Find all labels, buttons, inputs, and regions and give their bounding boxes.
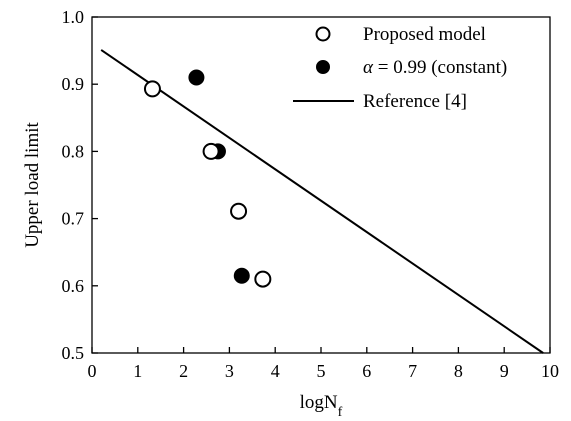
open-data-point <box>254 270 272 288</box>
x-tick-label: 6 <box>362 361 371 381</box>
y-tick-label: 0.7 <box>62 209 85 229</box>
y-axis-title: Upper load limit <box>22 121 43 247</box>
y-tick-label: 0.8 <box>62 141 85 161</box>
open-data-point <box>143 80 161 98</box>
filled-data-point <box>233 267 250 284</box>
x-tick-label: 4 <box>271 361 280 381</box>
y-tick-label: 0.6 <box>62 276 85 296</box>
x-tick-label: 0 <box>88 361 97 381</box>
x-tick-label: 1 <box>133 361 142 381</box>
x-tick-label: 5 <box>317 361 326 381</box>
y-tick-label: 0.9 <box>62 74 85 94</box>
legend-label-alpha-symbol: α <box>363 57 374 78</box>
y-axis: 0.5 0.6 0.7 0.8 0.9 1.0 <box>62 7 98 363</box>
legend-marker-filled-circle <box>316 60 330 74</box>
legend-label-alpha-constant: α = 0.99 (constant) <box>363 57 507 78</box>
legend-label-proposed-model: Proposed model <box>363 24 486 45</box>
x-tick-label: 3 <box>225 361 234 381</box>
plot-area <box>100 49 544 354</box>
y-tick-label: 1.0 <box>62 7 85 27</box>
x-tick-label: 7 <box>408 361 417 381</box>
x-tick-label: 9 <box>500 361 509 381</box>
reference-line <box>100 49 544 354</box>
open-data-point <box>202 142 220 160</box>
legend: Proposed model α = 0.99 (constant) Refer… <box>293 24 507 112</box>
open-data-point <box>230 202 248 220</box>
x-axis-title-main: logN <box>300 392 338 413</box>
x-axis: 0 1 2 3 4 5 6 7 8 9 10 <box>88 347 559 381</box>
legend-marker-open-circle <box>315 26 331 42</box>
y-tick-label: 0.5 <box>62 343 85 363</box>
filled-data-point <box>188 69 205 86</box>
x-axis-title-subscript: f <box>338 405 343 420</box>
x-tick-label: 10 <box>541 361 559 381</box>
x-tick-label: 2 <box>179 361 188 381</box>
legend-label-alpha-rest: = 0.99 (constant) <box>373 57 507 78</box>
x-tick-label: 8 <box>454 361 463 381</box>
x-axis-title: logNf <box>300 392 343 420</box>
legend-label-reference: Reference [4] <box>363 91 467 112</box>
